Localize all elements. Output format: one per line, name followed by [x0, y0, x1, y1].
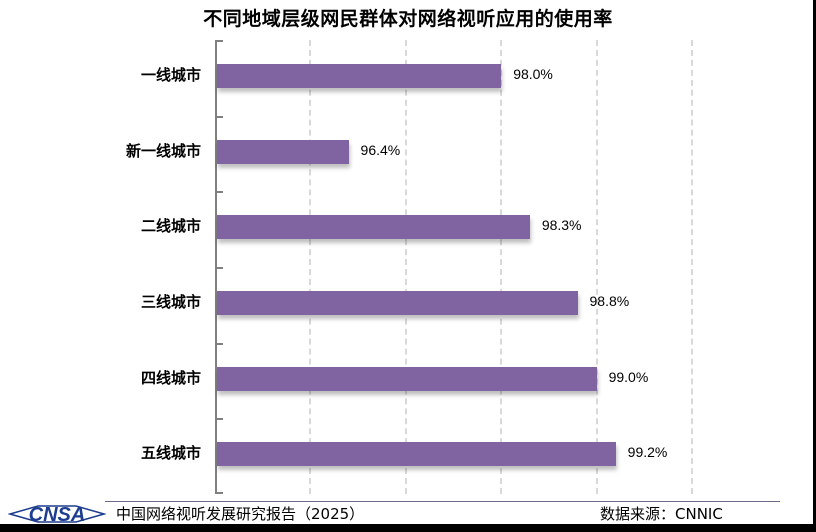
bar-value-label: 99.0% [608, 368, 649, 385]
plot-area: 98.0% 96.4% 98.3% 98.8% 99.0% 99.2% [215, 40, 693, 494]
category-label: 新一线城市 [125, 141, 201, 160]
gridline [595, 40, 598, 494]
bar-value-label: 98.3% [541, 217, 582, 234]
gridline [691, 40, 693, 494]
bar [217, 215, 530, 240]
bar [217, 63, 502, 88]
bar-value-label: 96.4% [360, 141, 401, 158]
bar-value-label: 98.8% [589, 292, 630, 309]
y-axis-tick [215, 40, 223, 42]
y-axis-tick [215, 191, 223, 194]
category-label: 五线城市 [140, 444, 201, 463]
category-label: 三线城市 [140, 292, 201, 311]
bar [217, 139, 349, 164]
gridline [309, 40, 312, 494]
y-axis-tick [215, 342, 223, 345]
bar [217, 366, 597, 391]
bar [217, 290, 578, 315]
report-name: 中国网络视听发展研究报告（2025） [116, 505, 365, 523]
y-axis-tick [215, 267, 223, 269]
svg-text:CNSA: CNSA [29, 504, 86, 525]
gridline [404, 40, 407, 494]
gridline [500, 40, 503, 494]
y-axis-tick [215, 115, 223, 118]
chart-title: 不同地域层级网民群体对网络视听应用的使用率 [203, 8, 613, 30]
y-axis-tick [215, 492, 223, 494]
category-label: 四线城市 [140, 368, 201, 387]
footer-divider [105, 501, 780, 502]
bar [217, 442, 616, 467]
category-label: 二线城市 [140, 217, 201, 236]
category-label: 一线城市 [140, 65, 201, 84]
bottom-border [0, 524, 816, 532]
y-axis-tick [215, 418, 223, 421]
bar-value-label: 98.0% [513, 65, 553, 82]
cnsa-logo-icon: CNSA [8, 504, 106, 525]
bar-value-label: 99.2% [627, 444, 668, 461]
data-source: 数据来源：CNNIC [600, 505, 723, 523]
